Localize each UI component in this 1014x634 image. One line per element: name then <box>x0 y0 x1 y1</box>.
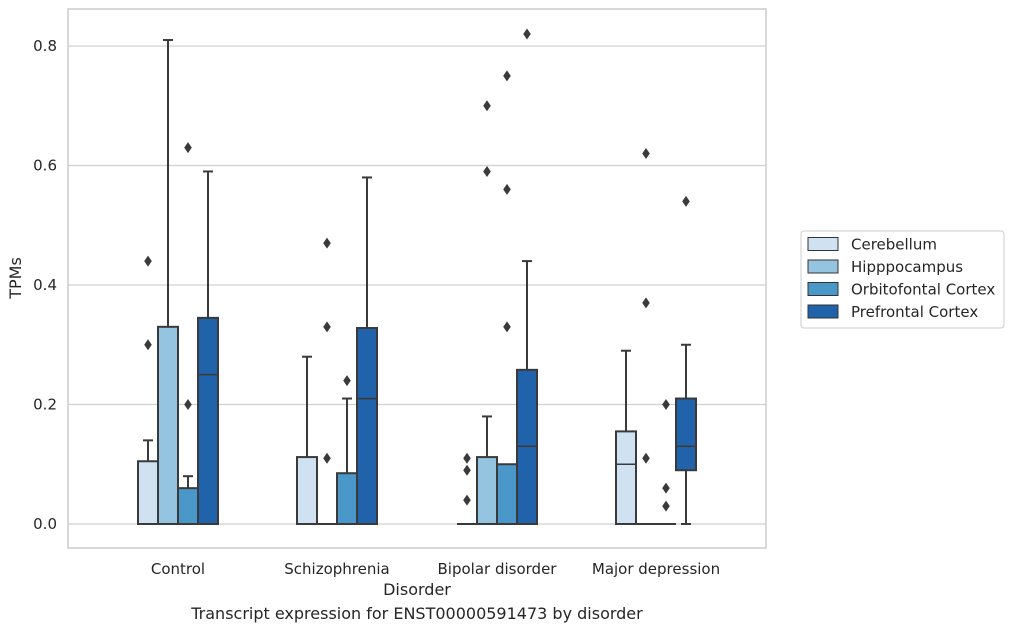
x-tick-label: Control <box>151 560 205 578</box>
box-0-2 <box>457 452 477 525</box>
outlier-point <box>682 195 690 207</box>
legend-swatch <box>807 304 839 319</box>
box-body <box>336 472 358 525</box>
outlier-point <box>503 183 511 195</box>
y-axis-label: TPMs <box>6 257 25 300</box>
box-body <box>296 456 318 525</box>
box-2-2 <box>496 70 518 525</box>
box-body <box>137 460 159 526</box>
boxes <box>137 28 697 526</box>
outlier-point <box>343 375 351 387</box>
legend-label: Hipppocampus <box>851 258 963 276</box>
outlier-point <box>144 255 152 267</box>
y-tick-label: 0.4 <box>33 276 57 294</box>
outlier-point <box>463 452 471 464</box>
outlier-point <box>503 321 511 333</box>
y-tick-label: 0.8 <box>33 37 57 55</box>
box-3-1 <box>356 176 378 525</box>
box-1-3 <box>636 148 656 525</box>
box-1-2 <box>476 100 498 525</box>
figure-caption: Transcript expression for ENST0000059147… <box>191 604 643 623</box>
outlier-point <box>323 452 331 464</box>
outlier-point <box>642 452 650 464</box>
x-tick-label: Bipolar disorder <box>438 560 558 578</box>
box-2-0 <box>177 142 199 525</box>
x-tick-label: Major depression <box>592 560 720 578</box>
box-body <box>356 327 378 525</box>
outlier-point <box>463 494 471 506</box>
box-body <box>157 325 179 526</box>
outlier-point <box>144 339 152 351</box>
legend: Cerebellum Hipppocampus Orbitofontal Corte… <box>800 230 1005 329</box>
box-2-3 <box>656 399 676 525</box>
outlier-point <box>642 297 650 309</box>
outlier-point <box>463 464 471 476</box>
y-tick-labels: 0.0 0.2 0.4 0.6 0.8 <box>33 37 57 533</box>
y-tick-label: 0.6 <box>33 157 57 175</box>
outlier-point <box>323 321 331 333</box>
x-axis-label: Disorder <box>383 580 451 599</box>
box-1-0 <box>157 39 179 526</box>
box-body <box>675 397 697 472</box>
legend-swatch <box>807 237 839 251</box>
x-tick-label: Schizophrenia <box>284 560 389 578</box>
legend-label: Orbitofontal Cortex <box>851 281 995 299</box>
box-body <box>496 463 518 525</box>
outlier-point <box>323 237 331 249</box>
box-0-1 <box>296 355 318 525</box>
box-3-0 <box>197 170 219 525</box>
legend-label: Prefrontal Cortex <box>851 303 978 321</box>
box-2-1 <box>336 375 358 525</box>
outlier-point <box>184 399 192 410</box>
outlier-point <box>642 148 650 160</box>
outlier-point <box>662 399 670 410</box>
outlier-point <box>503 70 511 82</box>
box-body <box>197 316 219 525</box>
box-body <box>615 430 637 526</box>
y-tick-label: 0.0 <box>33 515 57 533</box>
legend-label: Cerebellum <box>851 236 937 254</box>
box-body <box>177 487 199 525</box>
box-0-0 <box>137 255 159 526</box>
outlier-point <box>184 142 192 154</box>
x-tick-labels: Control Schizophrenia Bipolar disorder Majo… <box>151 560 720 578</box>
outlier-point <box>483 165 491 177</box>
legend-swatch <box>807 259 839 274</box>
outlier-point <box>662 482 670 494</box>
y-tick-label: 0.2 <box>33 396 57 414</box>
legend-frame <box>800 230 1005 329</box>
box-1-1 <box>317 237 337 525</box>
outlier-point <box>523 28 531 40</box>
box-0-3 <box>615 349 637 526</box>
outlier-point <box>483 100 491 112</box>
box-3-2 <box>516 28 538 525</box>
plot-frame <box>67 8 767 549</box>
legend-swatch <box>807 282 839 296</box>
box-body <box>476 456 498 525</box>
box-3-3 <box>675 195 697 525</box>
outlier-point <box>662 500 670 512</box>
